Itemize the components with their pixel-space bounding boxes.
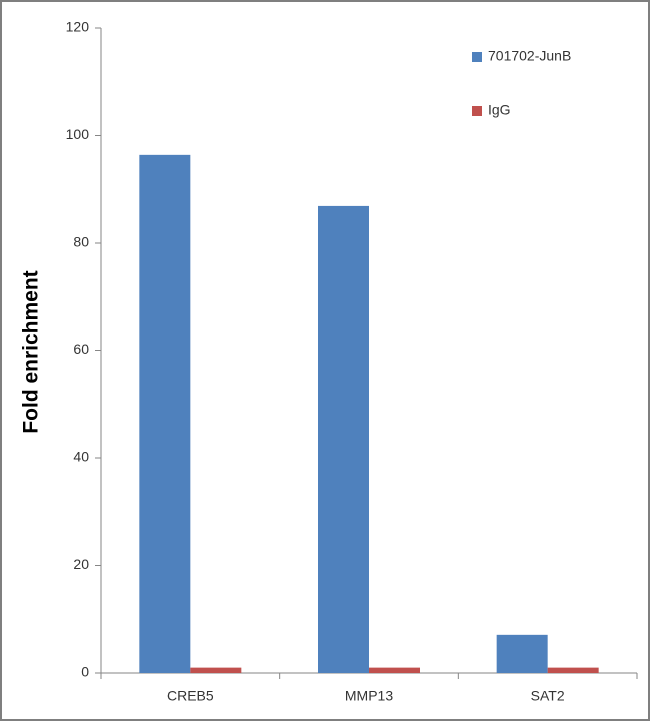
bar [318, 205, 369, 673]
bar [496, 634, 548, 673]
x-tick-label: MMP13 [345, 688, 393, 704]
legend-swatch [472, 106, 482, 116]
y-tick-label: 60 [73, 341, 89, 357]
bar [547, 667, 599, 673]
y-tick-label: 0 [81, 664, 89, 680]
bar [369, 667, 420, 673]
x-tick-label: SAT2 [531, 688, 565, 704]
y-tick-label: 80 [73, 234, 89, 250]
y-tick-label: 40 [73, 449, 89, 465]
y-tick-label: 120 [66, 19, 90, 35]
bar [139, 154, 191, 674]
legend-label: IgG [488, 102, 511, 118]
y-tick-label: 100 [66, 126, 90, 142]
legend-swatch [472, 52, 482, 62]
x-tick-label: CREB5 [167, 688, 214, 704]
legend-label: 701702-JunB [488, 48, 571, 64]
bar [190, 667, 242, 673]
y-tick-label: 20 [73, 556, 89, 572]
y-axis-label: Fold enrichment [20, 270, 43, 433]
